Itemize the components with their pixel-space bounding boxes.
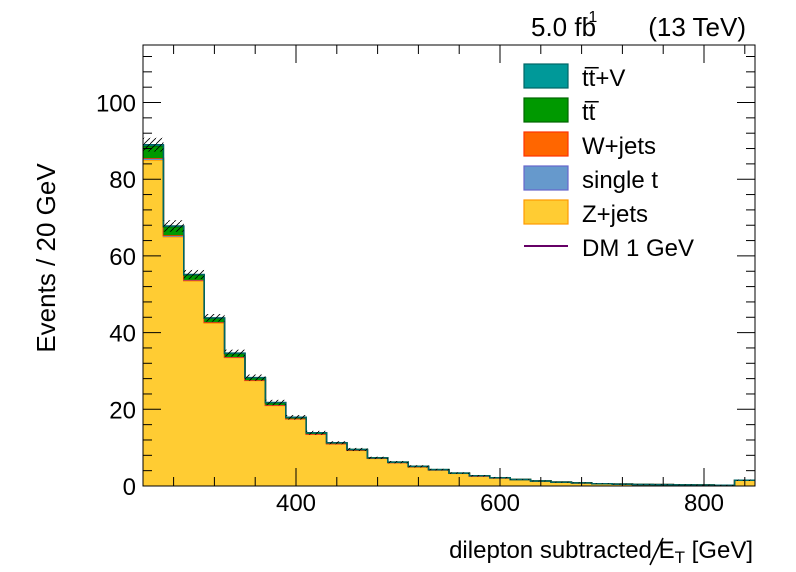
axes: 400 600 800 0 20 40 60 80 100 — [96, 45, 755, 517]
legend-swatch-4 — [523, 199, 569, 225]
y-tick-label-0: 0 — [123, 474, 136, 501]
x-axis-title: dilepton subtracted ET [GeV] — [449, 537, 753, 567]
uncertainty-bin-13 — [408, 465, 429, 468]
uncertainty-bin-6 — [265, 399, 286, 406]
x-axis-title-suffix: [GeV] — [685, 537, 753, 564]
series-area-0 — [143, 160, 755, 487]
stacked-histogram — [143, 143, 755, 487]
uncertainty-bin-28 — [714, 484, 735, 486]
legend-label-0: tt̅+V — [582, 65, 625, 92]
uncertainty-bin-24 — [632, 484, 653, 485]
met-slash — [649, 537, 664, 566]
uncertainty-bin-22 — [591, 483, 613, 485]
y-tick-label-100: 100 — [96, 91, 136, 118]
uncertainty-bin-10 — [347, 447, 368, 451]
uncertainty-bin-2 — [183, 269, 205, 280]
uncertainty-bin-4 — [224, 349, 245, 357]
uncertainty-bin-15 — [449, 472, 470, 474]
plot-frame — [142, 44, 756, 487]
lumi-label: 5.0 fb — [531, 12, 596, 42]
energy-label: (13 TeV) — [648, 12, 746, 42]
uncertainty-bin-7 — [285, 414, 307, 420]
legend-swatch-2 — [523, 131, 569, 157]
x-axis-title-prefix: dilepton subtracted — [449, 537, 658, 564]
legend-label-2: W+jets — [582, 133, 656, 160]
uncertainty-bin-12 — [387, 460, 409, 464]
lumi-exponent: -1 — [583, 9, 597, 26]
uncertainty-bin-5 — [245, 374, 266, 381]
y-axis-title: Events / 20 GeV — [31, 163, 61, 353]
uncertainty-bin-8 — [306, 430, 327, 435]
legend-label-4: Z+jets — [582, 201, 648, 228]
x-axis-title-symbol: E — [659, 537, 675, 564]
uncertainty-bin-20 — [551, 481, 572, 483]
y-tick-label-20: 20 — [109, 397, 136, 424]
y-tick-label-60: 60 — [109, 244, 136, 271]
legend: tt̅+V tt̅ W+jets single t Z+jets DM 1 GeV — [523, 63, 694, 262]
x-tick-label-600: 600 — [480, 490, 520, 517]
legend-swatch-1 — [523, 97, 569, 123]
uncertainty-bin-14 — [428, 468, 449, 471]
x-tick-label-800: 800 — [684, 490, 724, 517]
uncertainty-bin-0 — [143, 137, 164, 152]
uncertainty-bin-26 — [673, 484, 694, 486]
uncertainty-bin-11 — [367, 456, 388, 460]
y-tick-label-40: 40 — [109, 321, 136, 348]
legend-swatch-3 — [523, 165, 569, 191]
legend-label-1: tt̅ — [582, 99, 599, 126]
uncertainty-bin-3 — [204, 314, 225, 322]
legend-label-3: single t — [582, 167, 658, 194]
legend-label-signal: DM 1 GeV — [582, 235, 694, 262]
y-tick-label-80: 80 — [109, 167, 136, 194]
uncertainty-bin-18 — [510, 479, 531, 480]
x-tick-label-400: 400 — [276, 490, 316, 517]
legend-swatch-0 — [523, 63, 569, 89]
uncertainty-bin-9 — [326, 441, 347, 445]
x-axis-title-subscript: T — [675, 548, 685, 567]
uncertainty-bin-1 — [163, 220, 184, 232]
uncertainty-bin-16 — [469, 475, 490, 477]
